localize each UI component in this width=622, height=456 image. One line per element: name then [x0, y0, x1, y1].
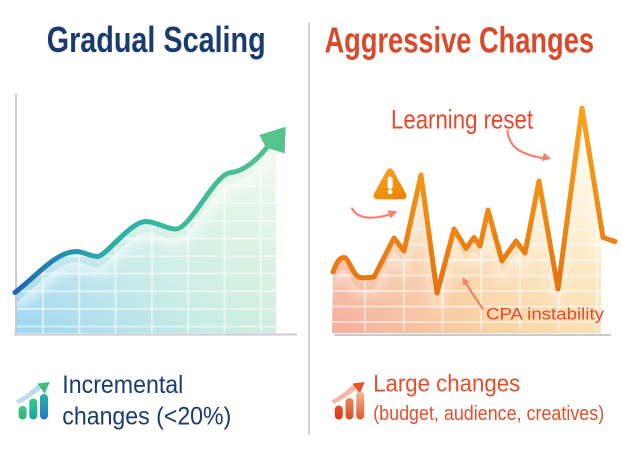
svg-text:Aggressive Changes: Aggressive Changes	[325, 19, 595, 60]
svg-text:Gradual Scaling: Gradual Scaling	[47, 19, 266, 60]
svg-text:CPA instability: CPA instability	[486, 305, 605, 324]
svg-text:changes (<20%): changes (<20%)	[62, 402, 231, 430]
svg-text:(budget, audience, creatives): (budget, audience, creatives)	[373, 403, 604, 425]
svg-text:Large changes: Large changes	[373, 370, 520, 397]
svg-text:Learning reset: Learning reset	[391, 104, 533, 134]
svg-text:Incremental: Incremental	[62, 371, 183, 399]
